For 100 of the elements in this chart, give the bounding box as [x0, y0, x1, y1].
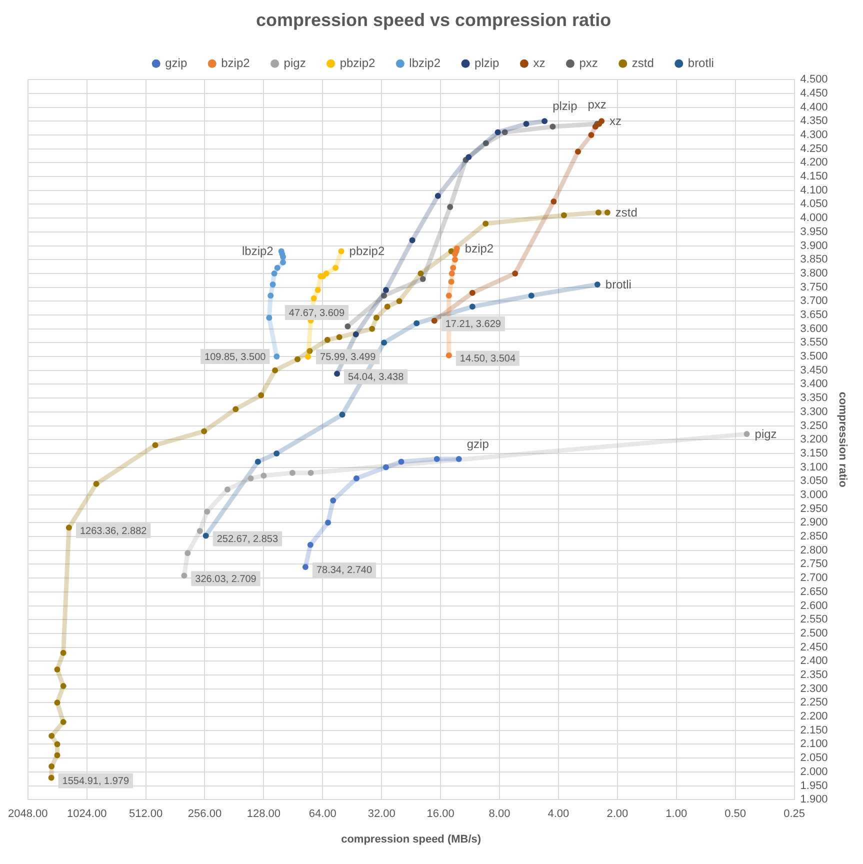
y-tick-label: 3.550	[800, 336, 828, 349]
y-tick-label: 2.950	[800, 502, 828, 515]
legend-label: pbzip2	[340, 56, 376, 70]
legend-label: plzip	[474, 56, 500, 70]
annotation: 109.85, 3.500	[204, 352, 266, 363]
y-tick-label: 2.500	[800, 627, 828, 640]
text: pbzip2	[349, 244, 385, 258]
x-tick-label: 2048.00	[8, 808, 48, 820]
y-tick-label: 4.500	[800, 74, 828, 86]
y-tick-label: 2.750	[800, 558, 828, 570]
legend-label: gzip	[165, 56, 188, 70]
y-tick-label: 3.900	[800, 240, 828, 252]
y-tick-label: 4.250	[800, 142, 828, 155]
y-tick-label: 3.950	[800, 226, 828, 238]
x-tick-label: 2.00	[606, 808, 628, 820]
x-tick-label: 16.00	[426, 808, 454, 820]
y-tick-label: 2.800	[800, 544, 828, 556]
y-tick-label: 2.000	[800, 766, 828, 778]
text: gzip	[466, 436, 489, 451]
chart-title: compression speed vs compression ratio	[256, 10, 612, 30]
text: lbzip2	[242, 244, 274, 258]
y-tick-label: 3.200	[800, 434, 828, 446]
y-tick-label: 4.000	[800, 212, 828, 224]
y-tick-label: 2.200	[800, 710, 828, 723]
y-tick-label: 3.600	[800, 322, 828, 335]
x-tick-label: 512.00	[128, 808, 163, 820]
annotation: 1554.91, 1.979	[62, 776, 130, 787]
x-tick-label: 1.00	[666, 808, 688, 820]
x-tick-label: 0.25	[784, 808, 805, 820]
legend-label: brotli	[688, 56, 714, 70]
text: xz	[610, 114, 622, 128]
y-tick-label: 4.450	[800, 87, 828, 100]
y-tick-label: 1.950	[800, 780, 828, 792]
y-tick-label: 3.050	[800, 475, 828, 488]
annotation: 75.99, 3.499	[320, 352, 376, 364]
y-tick-label: 3.700	[800, 295, 828, 308]
legend-label: pxz	[579, 56, 598, 70]
x-axis-title: compression speed (MB/s)	[341, 833, 482, 846]
legend-label: xz	[533, 56, 546, 70]
y-tick-label: 3.100	[800, 461, 828, 474]
y-tick-label: 2.650	[800, 586, 828, 598]
y-tick-label: 2.900	[800, 516, 828, 529]
y-tick-label: 2.400	[800, 655, 828, 668]
annotation: 252.67, 2.853	[216, 534, 278, 545]
text: brotli	[605, 277, 632, 292]
y-axis-title: compression ratio	[836, 392, 848, 488]
legend-label: zstd	[632, 56, 654, 70]
y-tick-label: 3.650	[800, 309, 828, 322]
annotation: 17.21, 3.629	[445, 319, 502, 330]
y-tick-label: 3.250	[800, 420, 828, 432]
y-tick-label: 2.850	[800, 530, 828, 543]
y-tick-label: 3.500	[800, 350, 828, 363]
y-tick-label: 2.600	[800, 600, 828, 612]
x-tick-label: 4.00	[548, 808, 570, 820]
text: plzip	[552, 98, 578, 113]
x-tick-label: 32.00	[368, 808, 396, 820]
y-tick-label: 3.000	[800, 489, 828, 502]
text: pxz	[588, 98, 606, 112]
y-tick-label: 2.050	[800, 752, 828, 764]
x-tick-label: 256.00	[188, 808, 222, 820]
x-tick-label: 0.50	[724, 808, 746, 820]
annotation: 326.03, 2.709	[195, 574, 257, 585]
y-tick-label: 2.700	[800, 572, 828, 584]
y-tick-label: 2.300	[800, 682, 828, 695]
y-tick-label: 3.150	[800, 447, 828, 460]
y-tick-label: 1.900	[800, 794, 828, 806]
annotation: 78.34, 2.740	[316, 565, 372, 576]
y-tick-label: 4.400	[800, 101, 828, 114]
legend-label: lbzip2	[409, 56, 441, 70]
y-tick-label: 3.300	[800, 406, 828, 418]
annotation: 54.04, 3.438	[348, 372, 404, 383]
y-tick-label: 3.750	[800, 281, 828, 294]
y-tick-label: 3.350	[800, 392, 828, 404]
annotation: 47.67, 3.609	[288, 308, 345, 319]
y-tick-label: 4.200	[800, 156, 828, 169]
y-tick-label: 4.350	[800, 115, 828, 128]
y-tick-label: 2.100	[800, 738, 828, 750]
legend-label: bzip2	[221, 56, 250, 70]
text: bzip2	[464, 241, 494, 256]
y-tick-label: 2.150	[800, 724, 828, 736]
annotation: 14.50, 3.504	[460, 354, 516, 365]
y-tick-label: 4.100	[800, 184, 828, 196]
text: pigz	[754, 426, 777, 441]
y-tick-label: 3.400	[800, 378, 828, 390]
x-tick-label: 8.00	[488, 808, 510, 820]
y-tick-label: 3.800	[800, 267, 828, 280]
text: zstd	[615, 205, 638, 220]
x-tick-label: 128.00	[246, 808, 281, 820]
y-tick-label: 2.450	[800, 641, 828, 654]
y-tick-label: 3.850	[800, 254, 828, 266]
x-tick-label: 1024.00	[66, 808, 107, 820]
y-tick-label: 2.350	[800, 669, 828, 682]
legend-label: pigz	[284, 56, 306, 70]
y-tick-label: 4.050	[800, 198, 828, 210]
y-tick-label: 2.550	[800, 614, 828, 626]
y-tick-label: 4.300	[800, 129, 828, 142]
annotation: 1263.36, 2.882	[80, 526, 148, 537]
x-tick-label: 64.00	[308, 808, 336, 820]
y-tick-label: 4.150	[800, 170, 828, 183]
y-tick-label: 3.450	[800, 364, 828, 376]
